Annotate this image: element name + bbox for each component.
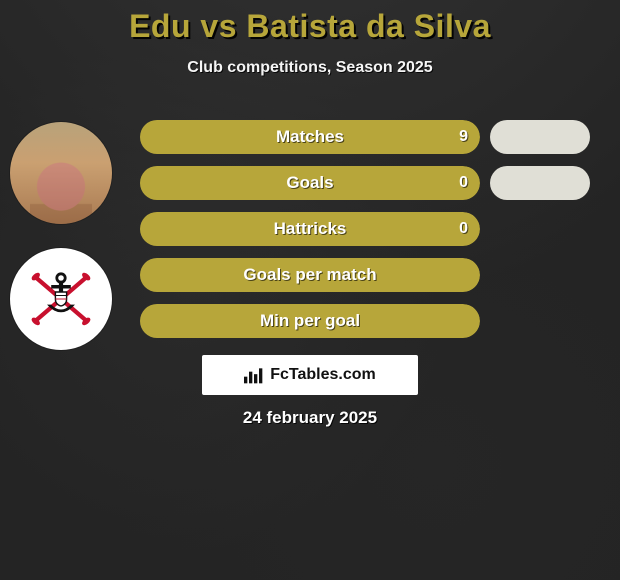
club-crest [10,248,112,350]
stat-label: Min per goal [140,304,480,338]
stat-row: Hattricks0 [140,212,480,246]
bar-chart-icon [244,366,264,384]
right-pills [490,120,590,350]
comparison-card: Edu vs Batista da Silva Club competition… [0,0,620,580]
player-avatar [10,122,112,224]
stat-value-right: 9 [459,120,468,154]
stat-row: Min per goal [140,304,480,338]
club-crest-icon [26,264,96,334]
stat-label: Hattricks [140,212,480,246]
comparison-pill [490,166,590,200]
comparison-pill [490,120,590,154]
stat-label: Matches [140,120,480,154]
date-text: 24 february 2025 [0,408,620,428]
brand-text: FcTables.com [270,366,376,384]
stat-row: Matches9 [140,120,480,154]
stat-row: Goals0 [140,166,480,200]
stat-value-right: 0 [459,212,468,246]
avatars-column [10,122,112,374]
stat-row: Goals per match [140,258,480,292]
page-title: Edu vs Batista da Silva [0,0,620,45]
stats-bars: Matches9Goals0Hattricks0Goals per matchM… [140,120,480,350]
stat-value-right: 0 [459,166,468,200]
stat-label: Goals per match [140,258,480,292]
subtitle: Club competitions, Season 2025 [0,59,620,77]
brand-badge: FcTables.com [202,355,418,395]
stat-label: Goals [140,166,480,200]
